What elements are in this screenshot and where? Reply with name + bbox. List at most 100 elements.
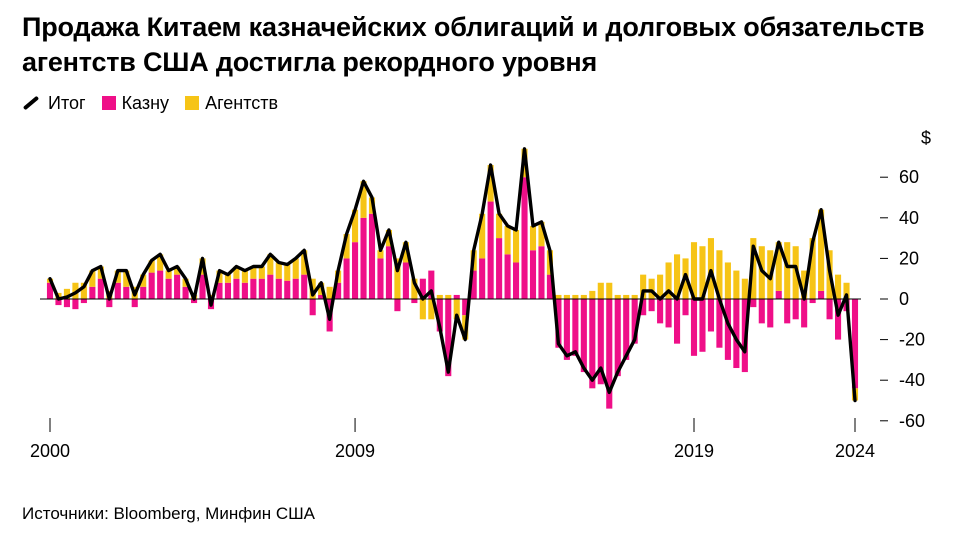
bar-agency [241,270,248,283]
y-tick-label: 40 [899,208,919,228]
bar-treasury [97,278,104,299]
bar-agency [707,238,714,299]
bar-agency [258,266,265,279]
bar-treasury [614,299,621,377]
bar-treasury [377,258,384,299]
y-tick-label: 0 [899,289,909,309]
total-line [48,147,857,403]
bar-treasury [851,299,859,389]
bar-agency [428,299,435,320]
legend-item-total: Итог [22,93,86,114]
bar-agency [436,294,443,299]
bar-agency [174,266,181,275]
bar-treasury [529,250,537,299]
bar-treasury [801,299,808,328]
bar-agency [326,286,333,299]
legend-swatch-treasury [101,96,116,110]
bar-treasury [335,282,342,299]
bar-agency [835,274,842,299]
bar-treasury [250,278,257,299]
bar-agency [445,294,452,299]
bar-treasury [233,278,240,299]
bar-treasury [174,274,181,299]
bar-agency [690,242,698,299]
y-tick-label: -20 [899,330,925,350]
bar-agency [402,242,409,263]
bar-treasury [487,201,494,299]
bar-treasury [835,299,842,340]
bar-agency [377,250,384,259]
bar-treasury [580,299,587,373]
bar-treasury [402,262,409,299]
bar-treasury [555,299,562,348]
bar-treasury [504,254,511,299]
bar-treasury [818,290,825,299]
bar-treasury [318,294,325,299]
bar-agency [665,262,672,299]
bar-agency [148,260,155,273]
legend-swatch-agency [185,96,200,110]
bar-treasury [674,299,681,344]
x-tick-label: 2019 [674,441,714,461]
bar-agency [63,288,70,299]
bar-treasury [792,299,799,320]
bar-treasury [301,274,308,299]
bar-treasury [385,246,392,299]
bar-treasury [513,262,520,299]
bar-treasury [479,258,486,299]
bar-treasury [140,286,147,299]
bar-agency [419,299,426,320]
bar-treasury [199,274,206,299]
bar-treasury [55,299,62,306]
bar-agency [640,274,647,299]
x-tick-label: 2009 [335,441,375,461]
bar-agency [614,294,621,299]
bar-treasury [496,238,503,299]
bar-agency [114,270,121,283]
bar-agency [750,238,757,299]
bar-agency [275,262,282,279]
bar-agency [80,282,87,299]
bar-treasury [114,282,121,299]
bar-agency [623,294,630,299]
bar-agency [563,294,570,299]
bar-agency [538,221,545,247]
bar-treasury [826,299,833,320]
bar-treasury [707,299,714,332]
bar-agency [741,278,748,299]
bar-treasury [46,282,54,299]
bar-treasury [343,258,350,299]
bar-treasury [352,242,359,299]
bar-agency [284,264,291,281]
bar-agency [784,242,791,299]
bar-agency [775,242,782,291]
bar-treasury [563,299,570,360]
bar-agency [411,278,418,299]
bar-treasury [63,299,70,308]
legend-item-treasury: Казну [101,93,169,114]
bar-treasury [292,278,299,299]
y-tick-label: 60 [899,167,919,187]
bar-treasury [360,217,367,299]
bar-agency [648,278,655,299]
bar-agency [699,246,706,299]
bar-agency [301,250,308,275]
bar-agency [292,258,299,279]
bar-agency [267,254,274,275]
bar-agency [479,213,486,259]
legend-label-total: Итог [48,92,86,113]
bar-treasury [699,299,706,352]
bar-treasury [657,299,664,324]
bar-treasury [224,282,231,299]
bar-treasury [368,213,376,299]
bar-treasury [182,286,189,299]
bar-treasury [733,299,740,369]
bar-treasury [106,299,113,308]
x-tick-label: 2000 [30,441,70,461]
bar-agency [504,225,511,255]
bar-treasury [89,286,96,299]
bar-treasury [640,299,647,316]
bar-agency [657,274,664,299]
bar-agency [157,254,164,271]
